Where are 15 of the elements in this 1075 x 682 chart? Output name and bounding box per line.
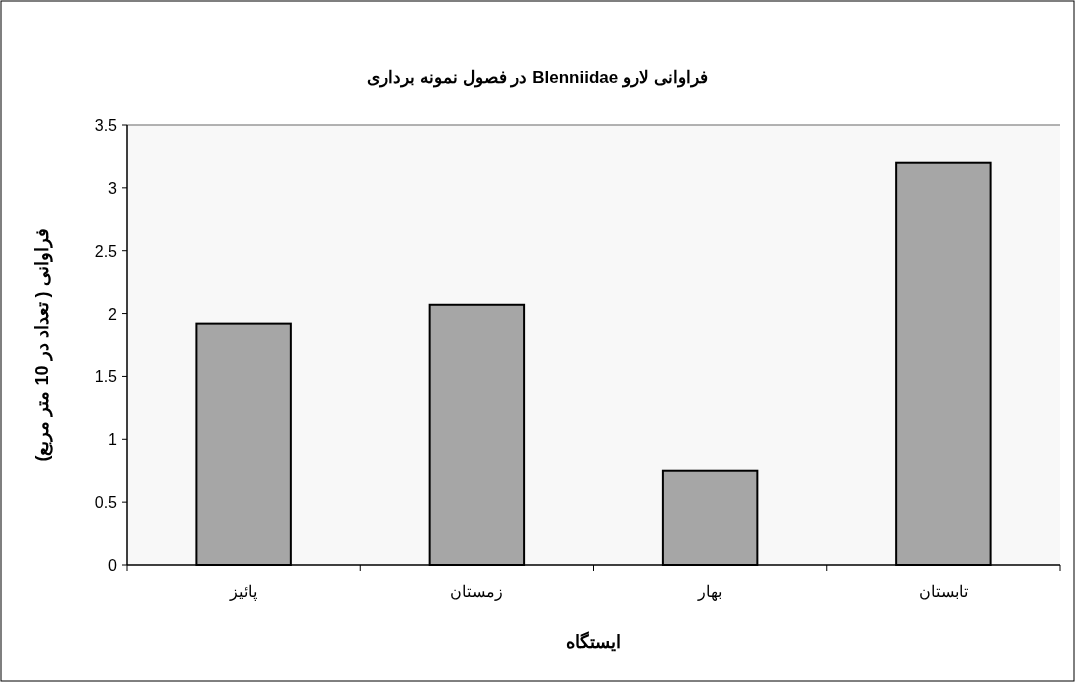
y-tick-label: 3 xyxy=(108,179,118,197)
y-tick-label: 1.5 xyxy=(94,368,118,386)
y-tick-label: 2.5 xyxy=(94,242,118,260)
x-tick-label: پائیز xyxy=(229,583,258,601)
x-tick-label: تابستان xyxy=(918,583,968,600)
y-tick-label: 2 xyxy=(108,305,118,323)
y-tick-label: 0 xyxy=(108,557,118,574)
chart-title: فراوانی لارو Blenniidae در فصول نمونه برداری xyxy=(367,68,708,88)
x-tick-label: بهار xyxy=(697,583,723,601)
y-tick-label: 3.5 xyxy=(94,117,118,134)
y-axis-title: فراوانی ( تعداد در 10 متر مربع) xyxy=(32,228,53,462)
y-tick-label: 1 xyxy=(108,431,118,449)
x-tick-label: زمستان xyxy=(450,583,504,601)
y-tick-label: 0.5 xyxy=(94,494,118,512)
x-axis-title: ایستگاه xyxy=(566,631,621,652)
